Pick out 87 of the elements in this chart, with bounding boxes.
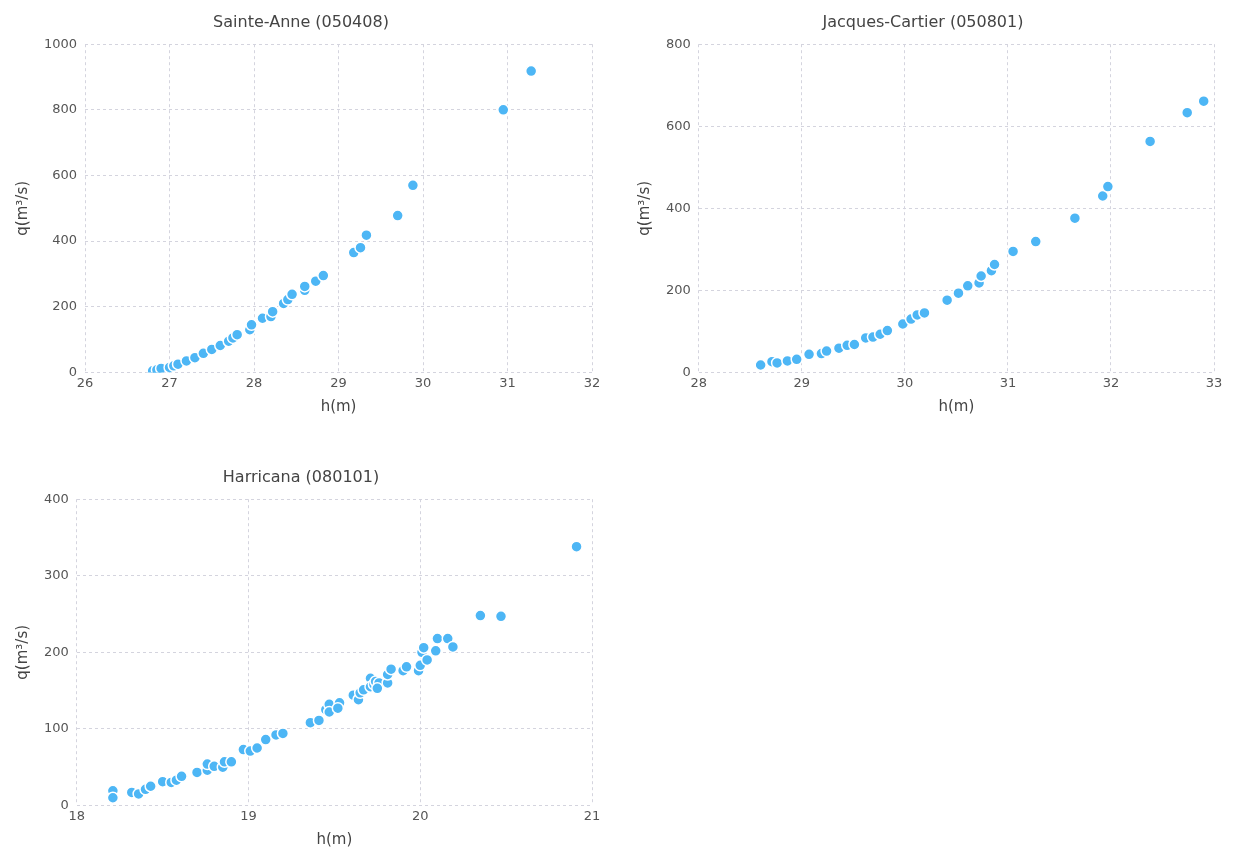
chart-title: Harricana (080101) <box>222 466 380 486</box>
point <box>820 344 833 358</box>
point <box>1180 106 1194 119</box>
y-axis-title: q(m³/s) <box>12 180 31 236</box>
x-tick-label: 19 <box>240 807 257 823</box>
point <box>354 241 367 254</box>
x-tick-label: 29 <box>793 374 811 390</box>
y-tick-label: 600 <box>52 166 78 182</box>
point <box>230 328 244 341</box>
point <box>106 791 120 804</box>
x-tick-label: 28 <box>245 374 263 390</box>
y-tick-label: 600 <box>665 117 691 133</box>
point <box>497 103 510 117</box>
x-tick-label: 31 <box>999 374 1017 390</box>
y-tick-label: 100 <box>43 720 69 736</box>
point <box>952 286 965 300</box>
x-axis-title: h(m) <box>316 829 353 848</box>
point <box>190 766 204 779</box>
y-tick-label: 200 <box>43 643 69 659</box>
y-tick-label: 200 <box>665 281 691 297</box>
point <box>802 348 816 361</box>
chart-title: Sainte-Anne (050408) <box>213 11 389 31</box>
point <box>250 741 264 755</box>
point <box>754 358 767 372</box>
x-tick-label: 18 <box>68 807 86 823</box>
point <box>312 714 326 727</box>
point <box>770 356 784 370</box>
point <box>420 653 434 667</box>
point <box>360 228 373 242</box>
x-tick-label: 32 <box>583 374 601 390</box>
x-tick-label: 28 <box>690 374 708 390</box>
point <box>881 324 894 337</box>
point <box>331 701 345 715</box>
x-tick-label: 32 <box>1102 374 1120 390</box>
point <box>144 780 157 793</box>
point <box>406 179 420 192</box>
point <box>940 293 954 307</box>
point <box>988 258 1001 271</box>
x-tick-label: 29 <box>330 374 347 390</box>
y-tick-label: 400 <box>665 199 691 215</box>
point <box>285 288 299 301</box>
point <box>961 279 974 293</box>
x-tick-label: 30 <box>414 374 432 390</box>
y-tick-label: 400 <box>43 490 69 506</box>
point <box>400 660 413 674</box>
x-tick-label: 30 <box>896 374 914 390</box>
chart-title: Jacques-Cartier (050801) <box>821 11 1024 31</box>
point <box>974 269 988 283</box>
y-tick-label: 0 <box>60 796 69 812</box>
point <box>446 640 460 654</box>
point <box>524 64 538 78</box>
point <box>1101 180 1115 193</box>
point <box>848 338 861 351</box>
point <box>175 770 188 783</box>
point <box>441 632 454 645</box>
point <box>1096 189 1109 203</box>
x-axis-title: h(m) <box>938 396 975 415</box>
y-tick-label: 800 <box>665 35 691 51</box>
y-tick-label: 0 <box>682 363 691 379</box>
y-axis-title: q(m³/s) <box>12 624 31 680</box>
point <box>429 644 442 658</box>
y-tick-label: 1000 <box>43 35 78 51</box>
y-tick-label: 400 <box>52 232 78 248</box>
x-tick-label: 33 <box>1205 374 1223 390</box>
point <box>266 305 279 318</box>
point <box>225 755 238 769</box>
x-tick-label: 27 <box>161 374 178 390</box>
point <box>1143 135 1157 148</box>
y-tick-label: 800 <box>52 101 78 117</box>
x-tick-label: 20 <box>412 807 429 823</box>
point <box>245 318 258 332</box>
point <box>1068 211 1082 225</box>
y-tick-label: 200 <box>52 298 78 314</box>
y-axis-title: q(m³/s) <box>634 180 653 236</box>
point <box>1006 245 1020 258</box>
point <box>276 727 290 740</box>
x-tick-label: 26 <box>76 374 94 390</box>
y-tick-label: 0 <box>68 363 78 379</box>
point <box>918 306 931 320</box>
x-tick-label: 31 <box>499 374 516 390</box>
point <box>494 610 508 623</box>
point <box>474 609 487 622</box>
x-tick-label: 21 <box>583 807 601 823</box>
point <box>1197 94 1210 108</box>
x-axis-title: h(m) <box>320 396 357 415</box>
y-tick-label: 300 <box>43 567 69 583</box>
point <box>384 662 398 676</box>
